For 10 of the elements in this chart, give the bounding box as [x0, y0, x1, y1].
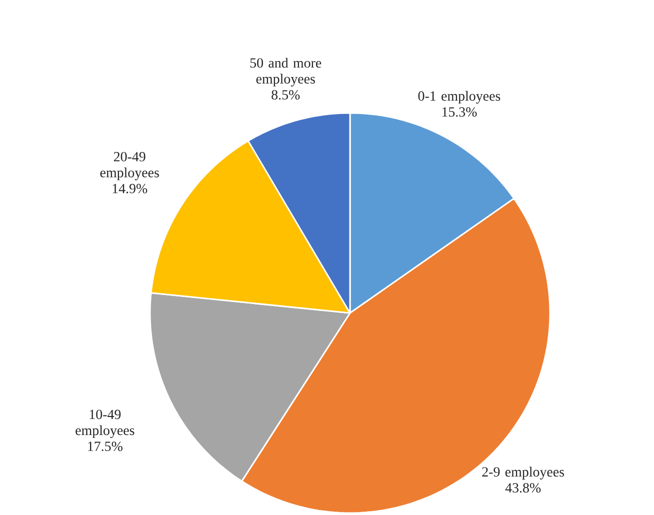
data-label: 15.3% [442, 107, 477, 117]
slice-label: 20-49 employees [100, 152, 159, 180]
data-label: 8.5% [272, 90, 300, 100]
data-label: 17.5% [88, 442, 122, 452]
slice-label: 10-49 employees [76, 410, 134, 438]
slice-label: 0-1 employees [418, 90, 500, 104]
slice-label: 50 and more employees [250, 58, 322, 86]
data-label: 14.9% [112, 184, 148, 194]
slice-label: 2-9 employees [482, 466, 564, 480]
data-label: 43.8% [505, 483, 541, 493]
